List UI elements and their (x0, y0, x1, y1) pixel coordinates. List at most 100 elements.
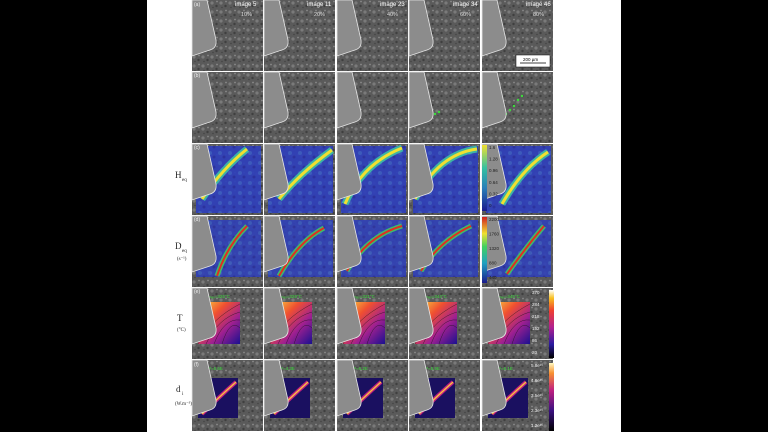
tile-c-1 (191, 143, 263, 215)
panel-letter-a: (a) (194, 2, 200, 8)
dmax-label: dᵢᵐᵃˣ=6.1E (492, 366, 513, 371)
column-title-5: image 46 (526, 2, 551, 8)
tile-e-1: Tₘₐₓ=325°C (191, 287, 263, 359)
dmax-label: dᵢᵐᵃˣ=6.2E (347, 366, 368, 371)
dmax-label: dᵢᵐᵃˣ=5.6E (202, 366, 223, 371)
colorbar-tick-label: 2200 (489, 217, 500, 222)
isotherm (503, 319, 531, 345)
row-label-f-main: d (176, 384, 181, 394)
cutting-tool (481, 215, 507, 273)
image-grid: Tₘₐₓ=325°C Tₘₐₓ=329°C Tₘₐₓ=321°C Tₘₐₓ=344°C… (191, 0, 553, 431)
cutting-tool (191, 0, 217, 57)
colorbar-tick-label: 3.5e¹⁰ (531, 393, 543, 398)
strain-rate-band-core (278, 227, 325, 277)
shear-band-marker (437, 110, 441, 114)
row-label-d-main: D (175, 241, 182, 251)
tile-b-2 (263, 71, 335, 143)
cutting-tool (263, 0, 289, 57)
shear-band-core (500, 150, 549, 205)
scale-bar-box (515, 54, 551, 68)
column-pct-2: 20% (314, 12, 325, 18)
colorbar-tick-label: 0.64 (489, 180, 498, 185)
cutting-tool (263, 359, 289, 417)
tile-d-4 (408, 215, 480, 287)
column-title-4: image 34 (453, 2, 478, 8)
panel-letter-d: (d) (194, 217, 200, 223)
tile-d-1 (191, 215, 263, 287)
dmax-label: dᵢᵐᵃˣ=5.9E (419, 366, 440, 371)
colorbar-tick-label: 218 (532, 314, 540, 319)
cutting-tool (191, 143, 217, 201)
tile-b-5 (481, 71, 553, 143)
cutting-tool (191, 71, 217, 129)
dmax-label: dᵢᵐᵃˣ=4.3E (274, 366, 295, 371)
tile-f-1: dᵢᵐᵃˣ=5.6E (191, 359, 263, 431)
colorbar-c-gradient (482, 145, 487, 211)
isotherm (495, 311, 531, 345)
cutting-tool (408, 215, 434, 273)
column-pct-1: 10% (241, 12, 252, 18)
cutting-tool (408, 71, 434, 129)
isotherm (285, 319, 313, 345)
tmax-label: Tₘₐₓ=329°C (278, 294, 303, 299)
cutting-tool (191, 287, 217, 345)
colorbar-tick-label: 284 (532, 302, 540, 307)
cutting-tool (408, 287, 434, 345)
tile-f-2: dᵢᵐᵃˣ=4.3E (263, 359, 335, 431)
cutting-tool (481, 287, 507, 345)
colorbar-d-gradient (482, 217, 487, 283)
cutting-tool (481, 0, 507, 57)
colorbar-e-gradient (549, 290, 554, 358)
colorbar-tick-label: 1760 (489, 232, 500, 237)
cutting-tool (408, 143, 434, 201)
cutting-tool (336, 287, 362, 345)
cutting-tool (263, 71, 289, 129)
colorbar-tick-label: 5.8e¹⁰ (531, 363, 543, 368)
shear-band-marker (508, 108, 512, 112)
tile-f-4: dᵢᵐᵃˣ=5.9E (408, 359, 480, 431)
tile-e-5: Tₘₐₓ=345°C (481, 287, 553, 359)
isotherm (358, 319, 386, 345)
strain-rate-band-core (506, 225, 545, 275)
isotherm (221, 325, 241, 345)
panel-letter-b: (b) (194, 73, 200, 79)
cutting-tool (336, 215, 362, 273)
tmax-label: Tₘₐₓ=321°C (351, 294, 376, 299)
row-label-f-sub: i (182, 392, 184, 397)
colorbar-tick-label: 370 (532, 290, 540, 295)
tile-c-2 (263, 143, 335, 215)
colorbar-tick-label: 880 (489, 261, 497, 266)
colorbar-c: 1.6 1.28 0.96 0.64 0.32 0 (482, 145, 498, 211)
tile-c-4 (408, 143, 480, 215)
tile-c-5 (481, 143, 553, 215)
cutting-tool (336, 359, 362, 417)
isotherm (277, 311, 313, 345)
row-label-d-sub: eq (182, 249, 187, 254)
shear-band-core (277, 148, 333, 200)
colorbar-f-gradient (549, 363, 554, 431)
colorbar-tick-label: 1.2e¹⁰ (531, 423, 543, 428)
cutting-tool (481, 143, 507, 201)
row-label-f: d i (W.m⁻³) (175, 384, 192, 407)
isotherm (293, 325, 313, 345)
colorbar-tick-label: 0.32 (489, 191, 498, 196)
cutting-tool (263, 143, 289, 201)
shear-band-marker (433, 112, 437, 116)
colorbar-e: 370 284 218 152 86 20 (532, 290, 554, 358)
cutting-tool (481, 71, 507, 129)
colorbar-tick-label: 1.6 (489, 145, 496, 150)
cutting-tool (336, 143, 362, 201)
cutting-tool (336, 71, 362, 129)
isotherm (205, 311, 241, 345)
colorbar-d: 2200 1760 1320 880 440 (482, 217, 500, 283)
tile-c-3 (336, 143, 408, 215)
row-label-e: T (°C) (177, 313, 186, 333)
row-label-c: H eq (175, 170, 187, 183)
isotherm (350, 311, 386, 345)
cutting-tool (481, 359, 507, 417)
cutting-tool (263, 287, 289, 345)
colorbar-tick-label: 0 (489, 203, 492, 208)
row-label-c-sub: eq (182, 178, 187, 183)
colorbar-tick-label: 4.6e¹⁰ (531, 378, 543, 383)
colorbar-tick-label: 440 (489, 275, 497, 280)
